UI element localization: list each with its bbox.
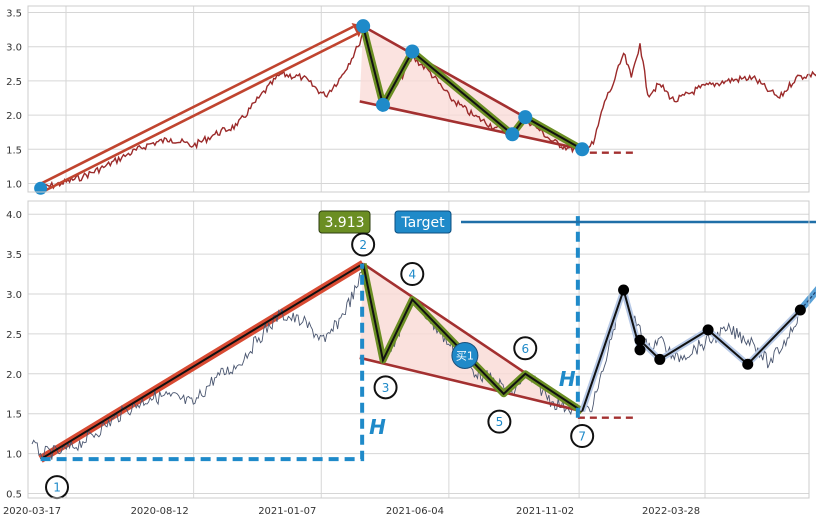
- bottom-ytick-0: 0.5: [6, 490, 22, 501]
- top-ytick-1: 1.5: [6, 145, 22, 156]
- top-price-line: [40, 29, 816, 190]
- top-ytick-3: 2.5: [6, 77, 22, 88]
- pivot-label-7: 7: [578, 430, 586, 444]
- top-series: [34, 19, 816, 195]
- xtick-label-1: 2020-08-12: [131, 506, 189, 517]
- top-lower-trendline: [359, 100, 583, 151]
- bottom-ytick-1: 1.0: [6, 450, 22, 461]
- top-panel: 1.0 1.5 2.0 2.5 3.0 3.5: [6, 5, 816, 195]
- bottom-ytick-5: 3.0: [6, 290, 22, 301]
- top-y-ticks: 1.0 1.5 2.0 2.5 3.0 3.5: [6, 9, 22, 191]
- pivot-label-4: 4: [408, 268, 416, 282]
- bottom-ytick-6: 3.5: [6, 250, 22, 261]
- pivot-label-circle-4: [400, 262, 425, 287]
- buy-marker-label: 买1: [456, 349, 474, 362]
- top-ytick-4: 3.0: [6, 43, 22, 54]
- xtick-label-0: 2020-03-17: [3, 506, 61, 517]
- top-pivot-marker-0: [356, 19, 371, 34]
- projection-marker-6: [794, 304, 806, 316]
- pivot-label-3: 3: [382, 381, 390, 395]
- pivot-label-1: 1: [53, 481, 61, 495]
- pivot-label-circle-5: [487, 409, 512, 434]
- pivot-label-circle-2: [351, 232, 376, 257]
- top-pole-arrow-line-a: [41, 32, 358, 194]
- pivot-label-circle-7: [570, 424, 595, 449]
- top-ytick-0: 1.0: [6, 180, 22, 191]
- pivot-label-circle-6: [513, 336, 538, 361]
- top-plot-frame: [27, 5, 810, 193]
- bottom-ytick-4: 2.5: [6, 330, 22, 341]
- projection-marker-0: [618, 284, 630, 296]
- xtick-label-4: 2021-11-02: [516, 506, 574, 517]
- bottom-plot-frame: [27, 200, 810, 499]
- projection-marker-5: [742, 358, 754, 370]
- bottom-lower-trendline: [359, 356, 583, 413]
- pole-height-measure: [40, 263, 365, 462]
- pole-height-label: H: [369, 415, 386, 439]
- projection-marker-1: [634, 344, 646, 356]
- xtick-label-5: 2022-03-28: [642, 506, 700, 517]
- pivot-label-5: 5: [496, 415, 504, 429]
- bottom-series: [31, 260, 816, 463]
- projection-marker-3: [654, 353, 666, 365]
- top-pivot-marker-3: [505, 127, 520, 142]
- pivot-label-6: 6: [521, 342, 529, 356]
- bottom-x-ticks: 2020-03-17 2020-08-12 2021-01-07 2021-06-04…: [3, 506, 700, 517]
- projection-marker-2: [634, 334, 646, 346]
- top-pivot-marker-start: [34, 181, 48, 195]
- pivot-label-2: 2: [359, 238, 367, 252]
- buy-marker: [451, 341, 479, 369]
- bottom-y-ticks: 0.5 1.0 1.5 2.0 2.5 3.0 3.5 4.0: [6, 210, 22, 500]
- top-pole-arrow-line-b: [38, 25, 354, 186]
- top-pivot-marker-4: [518, 110, 533, 125]
- xtick-label-2: 2021-01-07: [258, 506, 316, 517]
- bottom-pole-core: [40, 262, 364, 461]
- top-pivot-marker-5: [575, 142, 590, 157]
- target-value-text: 3.913: [324, 215, 364, 231]
- projection-target-leg: [797, 286, 816, 313]
- bottom-ytick-2: 1.5: [6, 410, 22, 421]
- top-zigzag-inner: [362, 25, 583, 151]
- target-height-label: H: [559, 367, 576, 391]
- bottom-ytick-7: 4.0: [6, 210, 22, 221]
- target-value-box: [318, 210, 371, 234]
- target-label-text: Target: [400, 215, 445, 231]
- target-label-box: [394, 210, 452, 234]
- xtick-label-3: 2021-06-04: [386, 506, 444, 517]
- bottom-panel: H H Target 3.913 买1 1 2 3 4 5 6 7 0.5 1.0 1.5 2.0 2.5 3.…: [3, 200, 816, 517]
- pivot-label-circle-3: [373, 375, 398, 400]
- top-pivot-marker-2: [405, 44, 420, 59]
- bottom-gridlines: [28, 201, 809, 498]
- bottom-annotations: H H Target 3.913 买1 1 2 3 4 5 6 7: [40, 210, 816, 500]
- top-ytick-2: 2.0: [6, 111, 22, 122]
- top-ytick-5: 3.5: [6, 9, 22, 20]
- bottom-ytick-3: 2.0: [6, 370, 22, 381]
- top-pivot-marker-1: [375, 97, 390, 112]
- projection-marker-4: [702, 324, 714, 336]
